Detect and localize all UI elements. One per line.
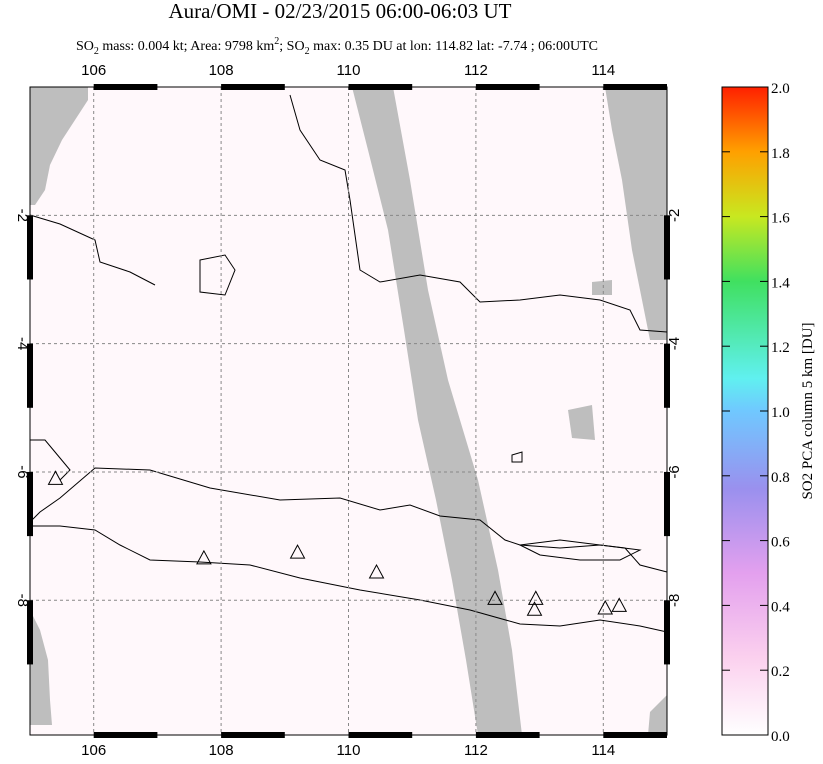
axis-band	[27, 600, 33, 665]
y-tick-label: -2	[666, 209, 683, 222]
colorbar-label: SO2 PCA column 5 km [DU]	[800, 322, 816, 499]
y-tick-label: -6	[666, 465, 683, 478]
colorbar-tick-label: 1.8	[771, 146, 790, 162]
x-tick-label: 112	[464, 62, 488, 79]
axis-band	[603, 732, 667, 738]
volcano-marker	[611, 597, 628, 612]
colorbar-tick-label: 1.4	[771, 275, 790, 291]
axis-band	[27, 215, 33, 280]
colorbar-tick-label: 0.2	[771, 664, 790, 680]
volcano-marker	[526, 601, 543, 616]
x-tick-label: 106	[81, 742, 106, 759]
axis-band	[93, 84, 158, 90]
y-tick-label: -4	[666, 337, 683, 350]
x-tick-label: 114	[591, 62, 615, 79]
axis-band	[348, 84, 413, 90]
y-tick-label: -8	[14, 594, 31, 607]
y-tick-label: -8	[666, 594, 683, 607]
subtitle: SO2 mass: 0.004 kt; Area: 9798 km2; SO2 …	[76, 36, 598, 57]
map	[29, 87, 668, 735]
colorbar-tick-label: 0.8	[771, 470, 790, 486]
volcano-marker	[196, 549, 212, 565]
axis-band	[664, 600, 670, 665]
axis-band	[664, 471, 670, 537]
axis-band	[93, 732, 158, 738]
volcano-marker	[47, 470, 64, 485]
axis-band	[27, 343, 33, 408]
y-tick-label: -6	[14, 465, 31, 478]
subtitle-part: SO	[76, 39, 94, 54]
axis-band	[221, 84, 285, 90]
x-tick-label: 108	[209, 742, 234, 759]
title: Aura/OMI - 02/23/2015 06:00-06:03 UT	[169, 0, 512, 23]
colorbar-tick-label: 0.6	[771, 535, 790, 551]
x-tick-label: 110	[337, 62, 361, 79]
volcano-marker	[368, 563, 385, 579]
x-tick-label: 110	[337, 742, 361, 759]
axis-band	[221, 732, 285, 738]
subtitle-part: 2	[94, 46, 99, 57]
axis-band	[664, 215, 670, 280]
colorbar-tick-label: 1.2	[771, 340, 790, 356]
volcano-marker	[487, 590, 503, 605]
no-data	[30, 87, 667, 735]
subtitle-part: 2	[274, 36, 279, 47]
subtitle-part: ; SO	[279, 39, 304, 54]
coastline	[29, 94, 668, 633]
y-tick-label: -4	[14, 337, 31, 350]
volcano-marker	[597, 599, 614, 615]
axis-band	[348, 732, 413, 738]
colorbar-tick-label: 1.6	[771, 211, 790, 227]
x-tick-label: 108	[209, 62, 234, 79]
colorbar-tick-label: 0.4	[771, 599, 790, 615]
axis-band	[475, 84, 540, 90]
volcano-marker	[289, 544, 306, 559]
colorbar-tick-label: 1.0	[771, 405, 790, 421]
colorbar-tick-label: 2.0	[771, 81, 790, 97]
axis-band	[664, 343, 670, 408]
axis-band	[27, 471, 33, 537]
x-tick-label: 114	[591, 742, 615, 759]
subtitle-part: mass: 0.004 kt; Area: 9798 km	[99, 39, 274, 54]
x-tick-label: 112	[464, 742, 488, 759]
colorbar-tick-label: 0.0	[771, 729, 790, 745]
y-tick-label: -2	[14, 209, 31, 222]
subtitle-part: max: 0.35 DU at lon: 114.82 lat: -7.74 ;…	[310, 39, 598, 54]
axis-band	[603, 84, 667, 90]
subtitle-part: 2	[305, 46, 310, 57]
x-tick-label: 106	[81, 62, 106, 79]
axis-band	[475, 732, 540, 738]
